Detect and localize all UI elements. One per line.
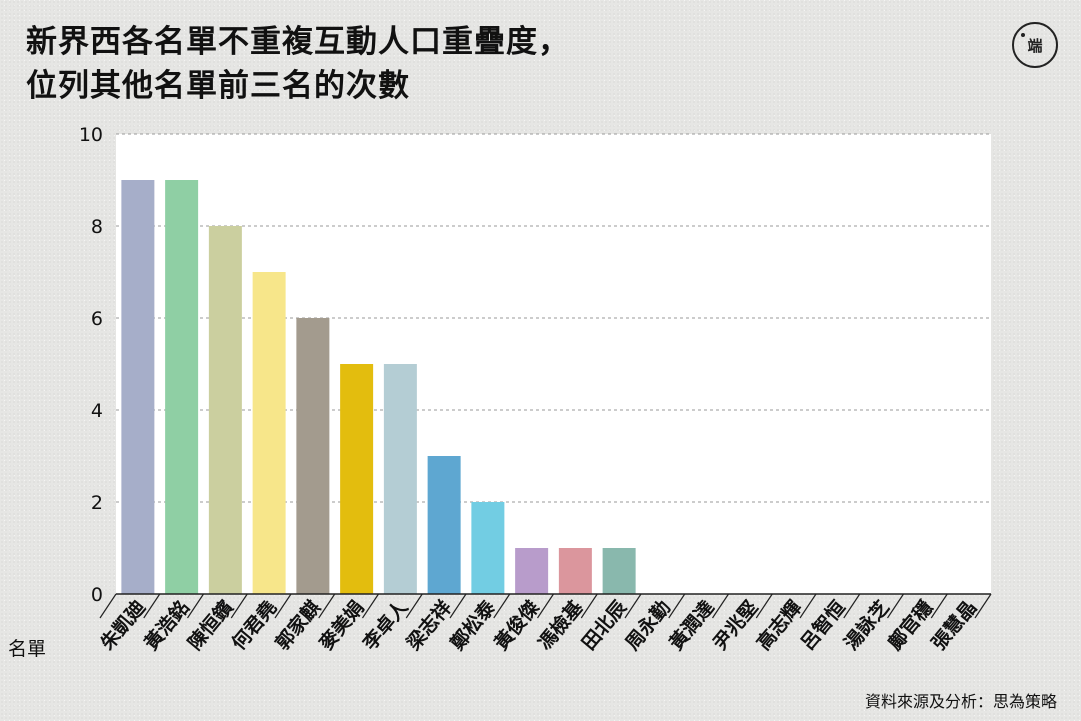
y-tick-label: 6 (91, 308, 103, 330)
y-tick-label: 2 (91, 492, 103, 514)
chart-title: 新界西各名單不重複互動人口重疊度， 位列其他名單前三名的次數 (26, 20, 570, 108)
category-label: 周永勤 (621, 596, 675, 654)
x-tick-mark (362, 593, 379, 619)
title-line-2: 位列其他名單前三名的次數 (26, 68, 410, 104)
category-label: 何君堯 (227, 596, 281, 654)
x-tick-mark (449, 593, 467, 619)
x-tick-mark (537, 593, 554, 619)
x-tick-mark (930, 593, 948, 619)
x-tick-mark (405, 593, 423, 619)
x-tick-mark (230, 593, 248, 619)
x-axis (99, 593, 992, 619)
x-tick-mark (274, 593, 292, 619)
plot-area (116, 134, 991, 594)
category-label: 呂智恒 (796, 596, 850, 654)
y-tick-label: 4 (91, 400, 103, 422)
x-tick-mark (99, 593, 117, 619)
category-label: 張慧晶 (927, 596, 981, 654)
category-label: 鄭松泰 (445, 595, 501, 655)
x-tick-mark (668, 593, 686, 619)
brand-logo: 端 (1012, 22, 1058, 68)
category-label: 高志輝 (752, 596, 806, 654)
x-tick-mark (143, 593, 161, 619)
category-label: 梁志祥 (401, 596, 456, 655)
category-label: 李卓人 (358, 595, 414, 655)
x-tick-mark (318, 593, 336, 619)
category-label: 馮檢基 (533, 595, 588, 654)
title-line-1: 新界西各名單不重複互動人口重疊度， (26, 24, 570, 60)
category-label: 湯詠芝 (839, 596, 893, 654)
bar (471, 502, 505, 594)
x-tick-mark (624, 593, 642, 619)
y-axis-ticks: 0 2 4 6 8 10 (79, 124, 103, 606)
bar (602, 548, 636, 594)
bar (208, 226, 242, 594)
y-tick-label: 10 (79, 124, 103, 146)
bars (121, 180, 636, 594)
category-label: 麥美娟 (314, 596, 369, 655)
category-label: 陳恒鑌 (183, 595, 238, 654)
bar (340, 364, 374, 594)
category-label: 黃俊傑 (489, 596, 543, 654)
x-tick-mark (799, 593, 817, 619)
x-axis-label: 名單 (8, 638, 46, 660)
x-tick-mark (755, 593, 773, 619)
logo-text: 端 (1027, 36, 1043, 55)
x-tick-mark (843, 593, 861, 619)
bar (558, 548, 592, 594)
source-note: 資料來源及分析：思為策略 (864, 692, 1057, 711)
x-tick-mark (187, 593, 204, 619)
plot-background (116, 134, 991, 594)
x-tick-mark (887, 593, 904, 619)
bar (165, 180, 199, 594)
bar (252, 272, 286, 594)
category-label: 鄺官穩 (883, 596, 937, 654)
category-label: 田北辰 (578, 596, 632, 655)
category-labels: 朱凱廸黃浩銘陳恒鑌何君堯郭家麒麥美娟李卓人梁志祥鄭松泰黃俊傑馮檢基田北辰周永勤黃… (96, 595, 982, 655)
x-tick-mark (493, 593, 511, 619)
category-label: 朱凱廸 (96, 595, 151, 654)
bar (515, 548, 549, 594)
x-tick-mark (712, 593, 729, 619)
x-tick-mark (580, 593, 598, 619)
bar (296, 318, 330, 594)
y-tick-label: 0 (91, 584, 103, 606)
category-label: 尹兆堅 (709, 597, 763, 655)
category-label: 郭家麒 (271, 596, 325, 654)
logo-dot (1021, 33, 1025, 37)
bar (427, 456, 461, 594)
bar (121, 180, 155, 594)
x-tick-mark (974, 593, 992, 619)
category-label: 黃潤達 (664, 596, 718, 654)
y-tick-label: 8 (91, 216, 103, 238)
category-label: 黃浩銘 (139, 596, 193, 654)
bar (383, 364, 417, 594)
